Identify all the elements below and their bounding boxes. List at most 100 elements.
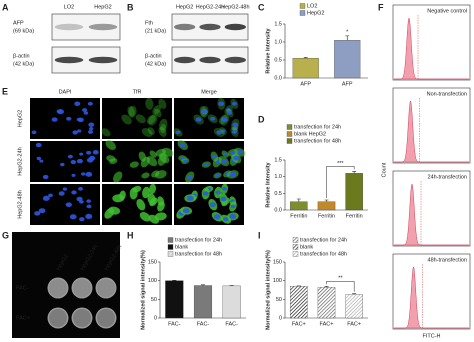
tfr-cell [136,199,146,211]
tfr-cell [155,148,166,157]
x-tick-label: AFP [342,81,353,87]
nucleus [83,111,89,115]
band [174,23,196,31]
legend-label: transfection for 24h [294,124,341,130]
nucleus [38,208,46,214]
legend-label: LO2 [307,3,317,9]
size-label: (21 kDa) [145,28,166,34]
legend-swatch [167,237,174,243]
nucleus [213,214,221,220]
error-bar [303,57,308,59]
bar [317,287,336,319]
legend-label: HepG2 [307,10,324,16]
y-axis-label: Normalized signal intensity(%) [265,250,271,330]
error-bar [201,284,205,286]
flow-label: 24h-transfection [428,174,467,180]
nucleus [216,130,222,135]
nucleus [92,150,99,155]
nucleus [62,187,68,191]
x-tick-label: FAC+ [320,321,334,327]
nucleus [88,122,95,127]
nucleus [230,204,236,209]
legend-label: transfection for 48h [294,138,341,144]
lane-label: HepG2-24h [196,4,224,10]
dish [49,279,67,297]
legend-label: transfection for 24h [300,237,347,243]
panel-letter: H [127,230,134,240]
y-tick-label: 150 [148,259,157,265]
legend-label: transfection for 48h [175,251,222,257]
nucleus [70,159,77,165]
lane-label: LO2 [64,4,74,10]
band [88,23,118,31]
nucleus [229,213,237,220]
legend-swatch [292,244,299,250]
x-tick-label: FAC- [197,321,210,327]
bar [317,201,336,211]
panel-letter: A [2,2,9,12]
tfr-cell [158,98,167,109]
row-label: HepG2-48h [17,190,23,218]
flow-x-label: FITC-H [422,333,440,339]
tfr-cell [135,114,146,124]
band [54,23,84,31]
nucleus [89,155,96,161]
y-tick-label: 0.0 [274,75,282,81]
nucleus [179,142,186,148]
nucleus [71,190,77,195]
nucleus [200,109,206,114]
bar [193,285,213,319]
nucleus [36,156,42,161]
significance: * [346,29,349,35]
mri-row-label: FAC- [16,285,29,291]
nucleus [204,162,209,167]
error-bar [324,285,329,288]
nucleus [232,122,239,127]
tfr-cell [154,170,167,179]
tfr-cell [157,201,165,212]
y-tick-label: 100 [148,278,157,284]
histogram [394,17,469,80]
legend-label: blank HepG2 [294,131,326,137]
dish [97,279,115,297]
y-tick-label: 0.5 [274,191,282,197]
bar [290,201,308,211]
nucleus [48,193,53,198]
nucleus [65,202,72,208]
legend-label: transfection for 48h [300,251,347,257]
y-tick-label: 50 [276,297,282,303]
legend-label: blank [175,244,188,250]
dish [73,279,91,297]
panel-letter: E [2,86,8,96]
tfr-cell [127,106,135,117]
flow-frame [392,253,471,330]
bar [290,286,308,319]
nucleus [67,154,73,159]
tfr-cell [101,128,111,137]
protein-label: β-actin [145,53,162,59]
band [88,56,118,64]
nucleus [202,191,209,196]
legend-swatch [299,10,306,16]
tfr-cell [147,127,155,135]
micro-image [102,98,172,139]
nucleus [226,108,232,112]
x-tick-label: FAC+ [347,321,361,327]
tfr-cell [121,114,132,125]
legend-swatch [292,237,299,243]
legend-label: transfection for 24h [175,237,222,243]
nucleus [81,172,86,176]
tfr-cell [160,124,167,134]
nucleus [186,174,193,180]
column-label: DAPI [59,89,72,95]
y-tick-label: 0 [279,315,282,321]
significance-bracket [326,166,355,198]
histogram [394,100,469,163]
panel-letter: C [258,2,265,12]
tfr-cell [105,140,116,151]
y-tick-label: 1.5 [274,157,282,163]
nucleus [51,117,58,122]
protein-label: AFP [13,20,24,26]
legend-swatch [286,138,293,144]
